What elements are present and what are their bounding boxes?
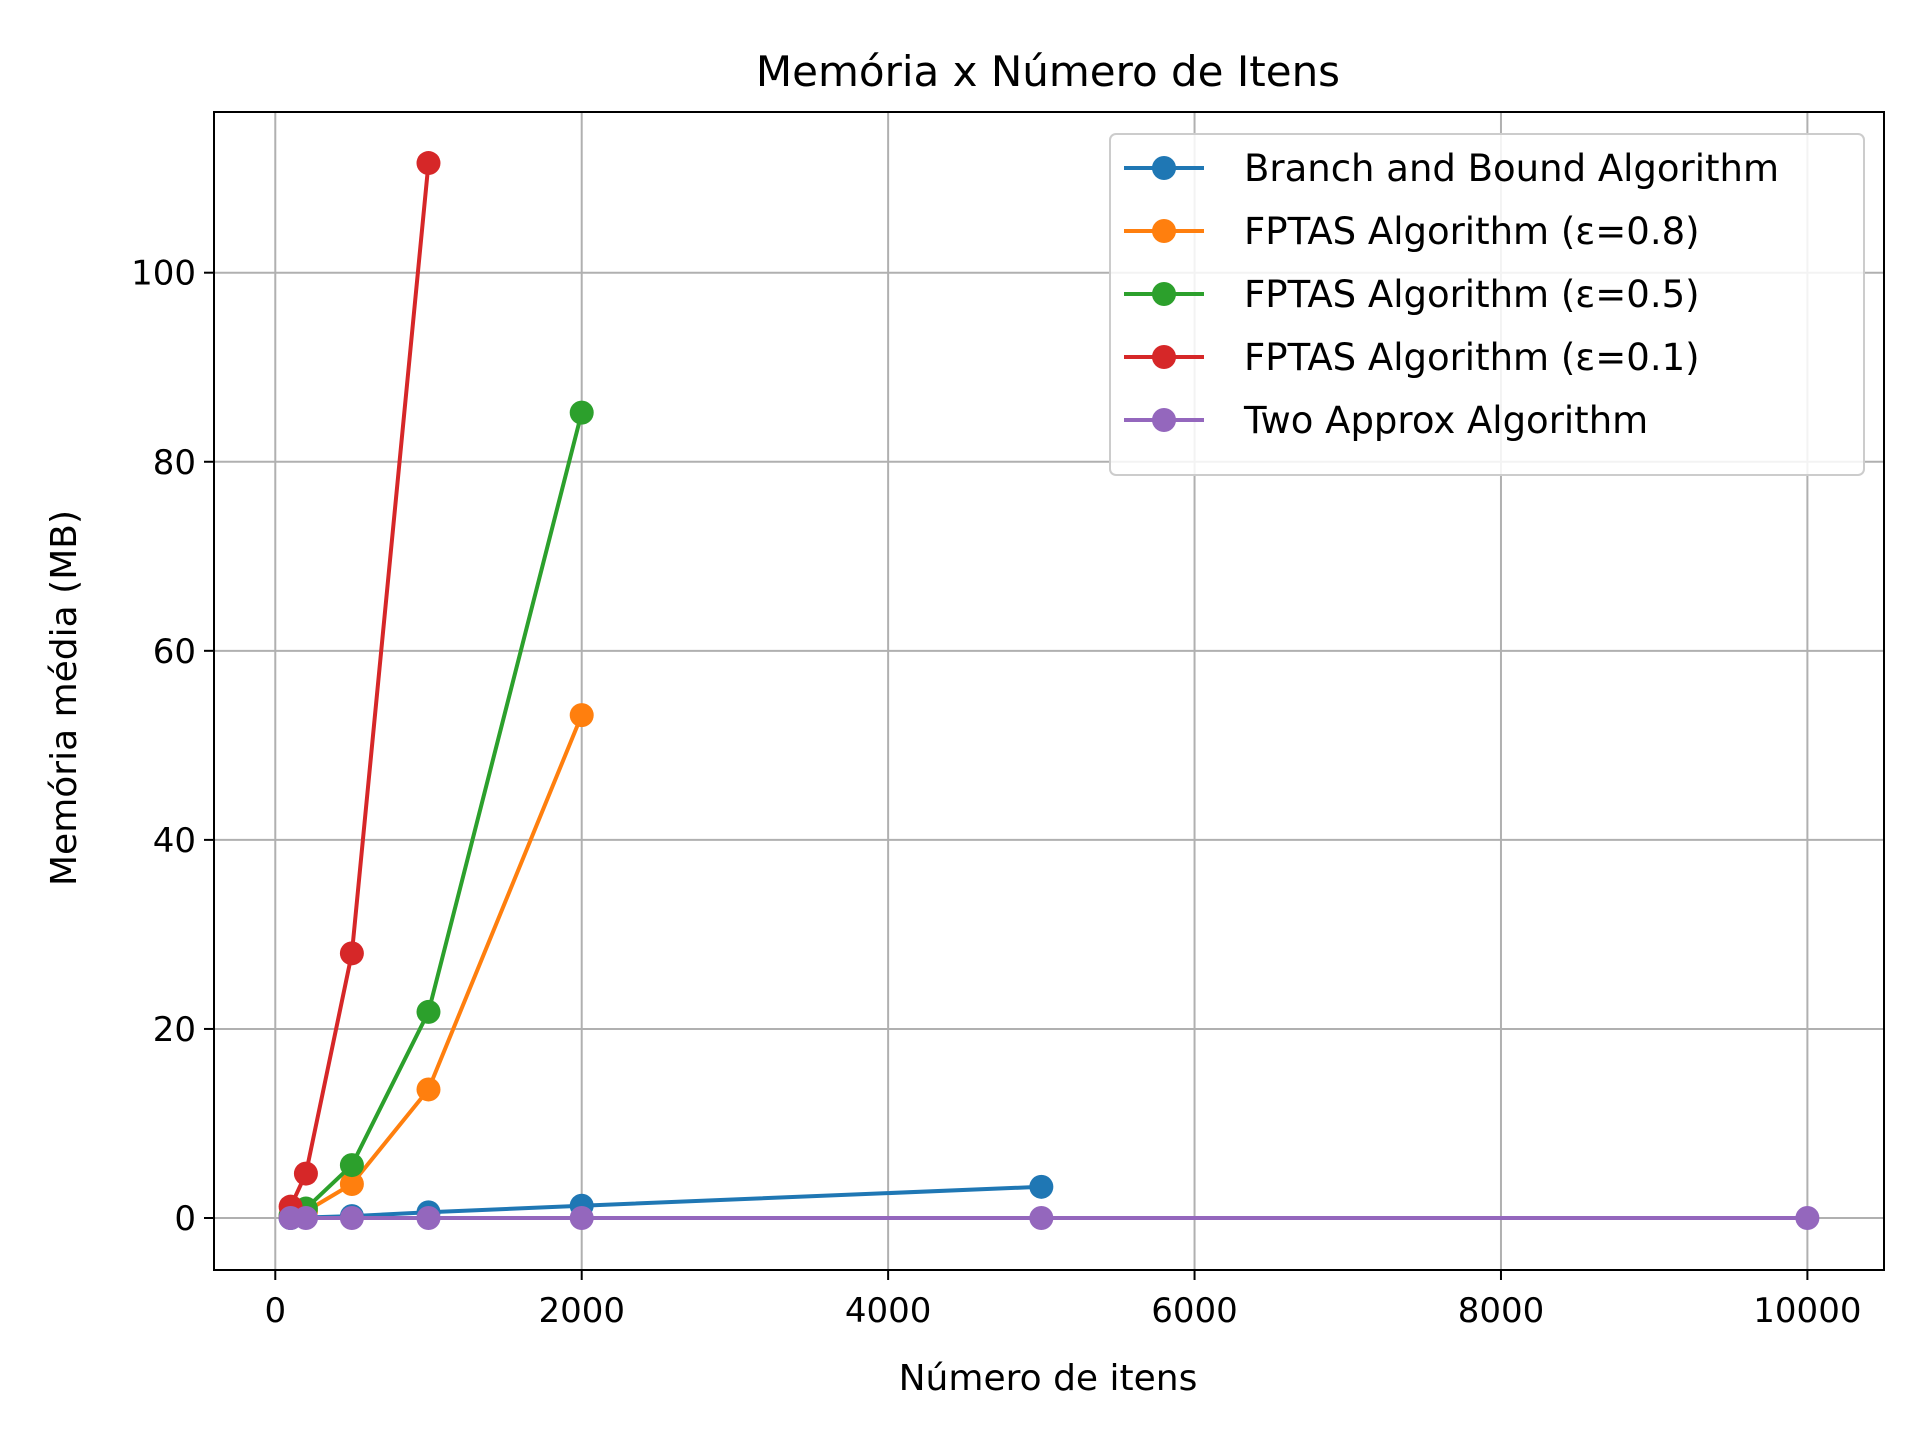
data-point (416, 999, 441, 1024)
x-tick-label: 10000 (1753, 1291, 1861, 1331)
data-point (339, 1206, 364, 1231)
series-5 (278, 1206, 1820, 1231)
legend-label: Two Approx Algorithm (1243, 399, 1648, 442)
data-point (293, 1161, 318, 1186)
plot-area-frame (213, 111, 1885, 1271)
data-point (293, 1206, 318, 1231)
x-tick-label: 2000 (538, 1291, 625, 1331)
y-tick-label: 40 (153, 821, 196, 861)
x-tick-label: 4000 (845, 1291, 932, 1331)
y-tick-label: 80 (153, 443, 196, 483)
y-tick-label: 0 (174, 1199, 196, 1239)
legend-marker (1152, 282, 1176, 306)
data-point (1029, 1174, 1054, 1199)
data-point (416, 1206, 441, 1231)
y-tick-label: 60 (153, 632, 196, 672)
legend-item: FPTAS Algorithm (ε=0.5) (1124, 273, 1700, 316)
data-point (416, 151, 441, 176)
series-group (278, 151, 1820, 1231)
axis-ticks: 0 2000 4000 6000 8000 10000 0 20 40 60 80 100 (131, 254, 1861, 1331)
data-point (569, 400, 594, 425)
legend-marker (1152, 219, 1176, 243)
y-axis-label: Memória média (MB) (44, 510, 85, 886)
legend-item: Branch and Bound Algorithm (1124, 147, 1779, 190)
series-1 (278, 1174, 1054, 1231)
data-point (569, 1206, 594, 1231)
series-line (290, 1184, 1042, 1220)
y-tick-label: 20 (153, 1010, 196, 1050)
legend-item: Two Approx Algorithm (1124, 399, 1648, 442)
legend-label: FPTAS Algorithm (ε=0.8) (1244, 210, 1700, 253)
legend-label: FPTAS Algorithm (ε=0.1) (1244, 336, 1700, 379)
series-2 (278, 703, 594, 1229)
x-axis-label: Número de itens (899, 1358, 1198, 1399)
data-point (339, 941, 364, 966)
y-tick-label: 100 (131, 254, 196, 294)
legend-item: FPTAS Algorithm (ε=0.1) (1124, 336, 1700, 379)
legend: Branch and Bound Algorithm FPTAS Algorith… (1109, 133, 1865, 476)
data-point (569, 703, 594, 728)
chart-title: Memória x Número de Itens (756, 47, 1340, 96)
legend-label: Branch and Bound Algorithm (1244, 147, 1779, 190)
x-tick-label: 8000 (1458, 1291, 1545, 1331)
series-line (290, 714, 584, 1219)
series-4 (278, 151, 441, 1219)
data-point (1795, 1206, 1820, 1231)
x-tick-label: 0 (264, 1291, 286, 1331)
series-line (288, 162, 431, 1208)
legend-marker (1152, 345, 1176, 369)
data-point (339, 1171, 364, 1196)
data-point (339, 1153, 364, 1178)
legend-item: FPTAS Algorithm (ε=0.8) (1124, 210, 1700, 253)
legend-marker (1152, 408, 1176, 432)
legend-box (1109, 133, 1865, 476)
data-point (416, 1077, 441, 1102)
series-3 (278, 400, 594, 1228)
x-tick-label: 6000 (1151, 1291, 1238, 1331)
data-point (1029, 1206, 1054, 1231)
legend-marker (1152, 156, 1176, 180)
legend-label: FPTAS Algorithm (ε=0.5) (1244, 273, 1700, 316)
